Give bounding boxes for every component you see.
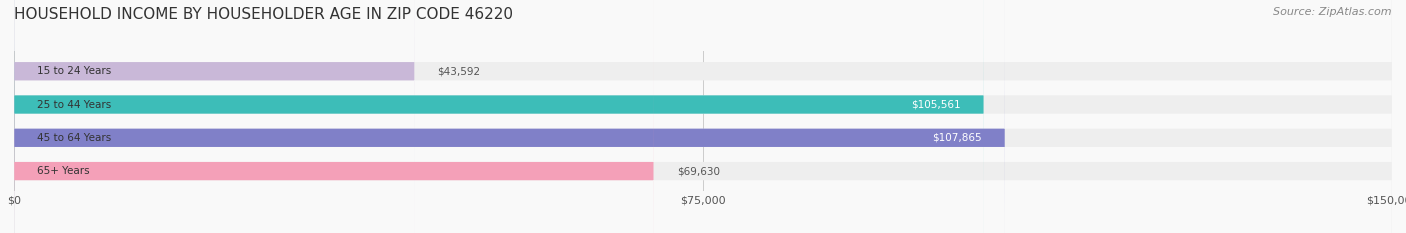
Text: $105,561: $105,561 [911, 99, 960, 110]
Text: 65+ Years: 65+ Years [37, 166, 90, 176]
FancyBboxPatch shape [14, 0, 1392, 233]
FancyBboxPatch shape [14, 0, 415, 233]
Text: $43,592: $43,592 [437, 66, 481, 76]
Text: HOUSEHOLD INCOME BY HOUSEHOLDER AGE IN ZIP CODE 46220: HOUSEHOLD INCOME BY HOUSEHOLDER AGE IN Z… [14, 7, 513, 22]
FancyBboxPatch shape [14, 0, 1392, 233]
Text: $69,630: $69,630 [676, 166, 720, 176]
Text: 45 to 64 Years: 45 to 64 Years [37, 133, 111, 143]
Text: Source: ZipAtlas.com: Source: ZipAtlas.com [1274, 7, 1392, 17]
FancyBboxPatch shape [14, 0, 654, 233]
Text: 25 to 44 Years: 25 to 44 Years [37, 99, 111, 110]
Text: 15 to 24 Years: 15 to 24 Years [37, 66, 111, 76]
FancyBboxPatch shape [14, 0, 984, 233]
Text: $107,865: $107,865 [932, 133, 981, 143]
FancyBboxPatch shape [14, 0, 1392, 233]
FancyBboxPatch shape [14, 0, 1392, 233]
FancyBboxPatch shape [14, 0, 1005, 233]
